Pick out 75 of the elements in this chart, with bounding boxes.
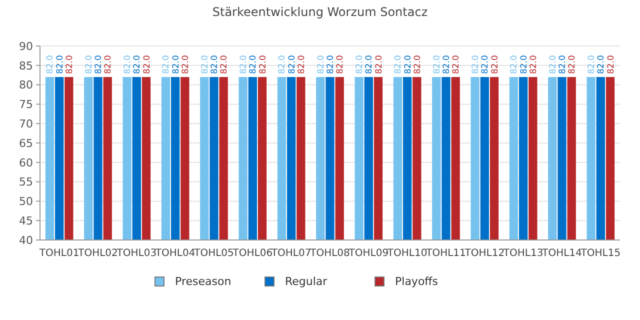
data-label: 82.0 (403, 55, 414, 74)
x-tick-label: TOHL06 (232, 248, 273, 259)
data-label: 82.0 (548, 55, 558, 74)
y-tick-label: 90 (19, 40, 33, 53)
y-tick-label: 75 (19, 98, 33, 112)
x-tick-label: TOHL05 (193, 248, 234, 259)
data-label: 82.0 (412, 55, 423, 74)
data-label: 82.0 (287, 55, 298, 74)
data-label: 82.0 (248, 55, 259, 74)
data-label: 82.0 (528, 55, 539, 74)
data-label: 82.0 (596, 55, 607, 74)
y-tick-label: 40 (19, 234, 33, 247)
data-label: 82.0 (355, 55, 366, 74)
data-label: 82.0 (471, 55, 482, 74)
data-label: 82.0 (162, 55, 172, 74)
y-tick-label: 60 (19, 156, 33, 170)
data-label: 82.0 (442, 55, 452, 74)
data-label: 82.0 (519, 55, 530, 74)
y-tick-label: 50 (19, 195, 33, 208)
data-label: 82.0 (510, 55, 520, 74)
data-label: 82.0 (490, 55, 500, 74)
y-tick-label: 70 (19, 117, 33, 130)
data-label: 82.0 (55, 55, 66, 74)
data-label: 82.0 (278, 55, 288, 74)
y-tick-label: 85 (19, 59, 33, 72)
x-tick-label: TOHL09 (348, 248, 389, 259)
x-tick-label: TOHL02 (77, 248, 118, 259)
data-label: 82.0 (374, 55, 384, 74)
x-tick-label: TOHL11 (425, 248, 466, 259)
data-label: 82.0 (558, 55, 568, 74)
data-label: 82.0 (452, 55, 462, 74)
data-label: 82.0 (316, 55, 326, 74)
legend-label: Preseason (175, 275, 232, 288)
x-tick-label: TOHL07 (270, 248, 312, 259)
x-tick-label: TOHL03 (116, 248, 157, 259)
data-label: 82.0 (568, 55, 578, 74)
x-tick-label: TOHL14 (541, 248, 582, 259)
data-label: 82.0 (336, 55, 346, 74)
data-label: 82.0 (94, 55, 104, 74)
data-label: 82.0 (123, 55, 134, 74)
data-label: 82.0 (480, 55, 491, 74)
x-tick-label: TOHL12 (464, 248, 505, 259)
data-label: 82.0 (142, 55, 152, 74)
data-label: 82.0 (46, 55, 56, 74)
x-tick-label: TOHL15 (580, 248, 621, 259)
x-tick-label: TOHL08 (309, 248, 350, 259)
y-tick-label: 45 (19, 214, 33, 228)
data-label: 82.0 (606, 55, 616, 74)
data-label: 82.0 (171, 55, 182, 74)
x-tick-label: TOHL10 (386, 248, 428, 259)
data-label: 82.0 (64, 55, 75, 74)
data-label: 82.0 (84, 55, 94, 74)
legend-label: Playoffs (395, 275, 438, 288)
data-label: 82.0 (394, 55, 404, 74)
x-tick-label: TOHL01 (38, 248, 80, 259)
legend-label: Regular (285, 275, 328, 288)
data-label: 82.0 (326, 55, 336, 74)
data-label: 82.0 (220, 55, 230, 74)
data-label: 82.0 (587, 55, 598, 74)
y-tick-label: 80 (19, 78, 33, 92)
data-label: 82.0 (239, 55, 250, 74)
data-label: 82.0 (180, 55, 191, 74)
x-tick-label: TOHL04 (154, 248, 196, 259)
data-label: 82.0 (296, 55, 307, 74)
data-label: 82.0 (364, 55, 375, 74)
data-label: 82.0 (200, 55, 210, 74)
data-label: 82.0 (104, 55, 114, 74)
y-tick-label: 55 (19, 176, 33, 189)
data-label: 82.0 (132, 55, 143, 74)
y-tick-label: 65 (19, 136, 33, 150)
data-label: 82.0 (432, 55, 442, 74)
x-tick-label: TOHL13 (502, 248, 544, 259)
data-label: 82.0 (210, 55, 220, 74)
data-label: 82.0 (258, 55, 268, 74)
chart-title: Stärkeentwicklung Worzum Sontacz (212, 5, 428, 19)
